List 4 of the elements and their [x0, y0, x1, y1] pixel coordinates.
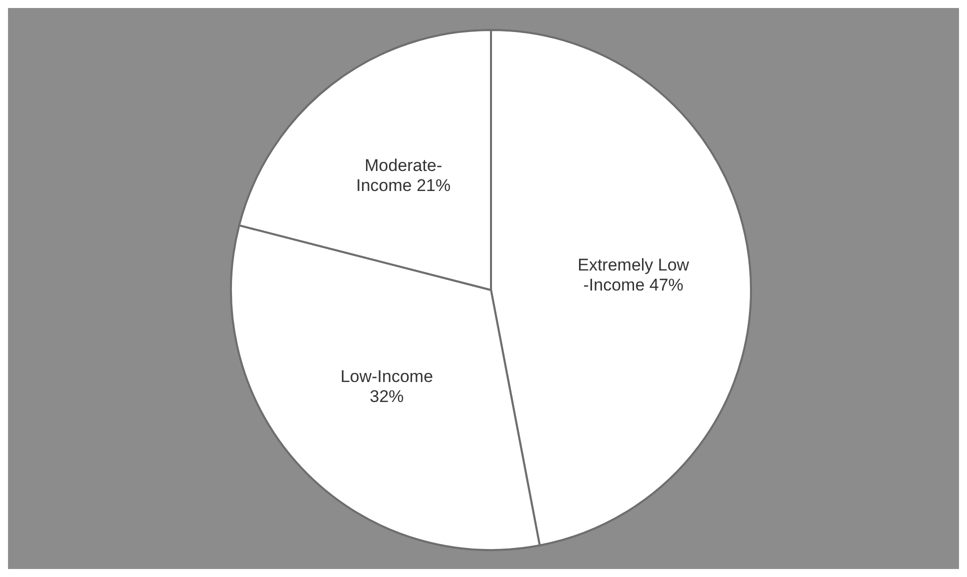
slice-label: Moderate-Income 21%: [356, 156, 451, 196]
slice-label: Extremely Low -Income 47%: [578, 256, 690, 296]
slice-label: Low-Income: [340, 367, 434, 386]
data-label: 32%: [370, 387, 404, 406]
